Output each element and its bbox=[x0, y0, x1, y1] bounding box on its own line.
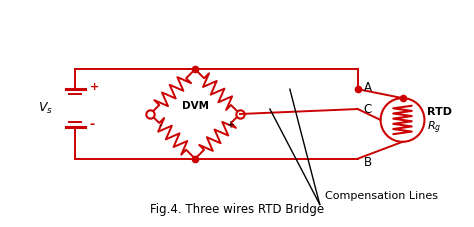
Text: Compensation Lines: Compensation Lines bbox=[325, 191, 438, 201]
Text: A: A bbox=[364, 81, 372, 94]
Text: +: + bbox=[226, 120, 234, 130]
Text: $V_s$: $V_s$ bbox=[38, 101, 53, 116]
Text: Fig.4. Three wires RTD Bridge: Fig.4. Three wires RTD Bridge bbox=[150, 203, 324, 216]
Text: RTD: RTD bbox=[428, 107, 453, 117]
Text: -: - bbox=[158, 120, 162, 130]
Text: B: B bbox=[364, 156, 372, 169]
Text: -: - bbox=[90, 118, 94, 131]
Text: $R_g$: $R_g$ bbox=[428, 120, 442, 136]
Text: +: + bbox=[90, 82, 99, 92]
Text: DVM: DVM bbox=[182, 101, 209, 111]
Text: C: C bbox=[364, 103, 372, 116]
